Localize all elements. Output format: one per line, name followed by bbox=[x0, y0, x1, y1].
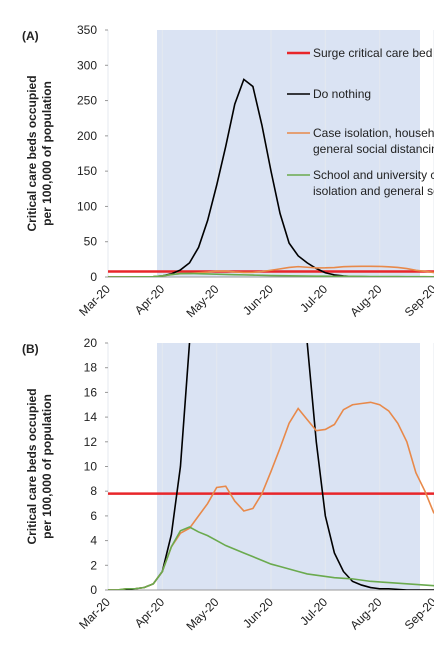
x-tick-label: May-20 bbox=[183, 282, 221, 320]
shaded-period bbox=[157, 30, 420, 277]
x-tick-label: Apr-20 bbox=[132, 595, 168, 631]
x-tick-label: Jun-20 bbox=[240, 595, 276, 631]
y-tick-label: 100 bbox=[77, 199, 97, 213]
y-tick-label: 8 bbox=[90, 484, 97, 498]
y-tick-label: 18 bbox=[84, 361, 98, 375]
y-tick-label: 2 bbox=[90, 558, 97, 572]
y-axis-label: Critical care beds occupied bbox=[25, 388, 39, 544]
y-tick-label: 20 bbox=[84, 336, 98, 350]
y-axis-label: per 100,000 of population bbox=[40, 81, 54, 226]
x-tick-label: Sep-20 bbox=[402, 595, 434, 632]
y-tick-label: 12 bbox=[84, 435, 98, 449]
panel-label: (B) bbox=[22, 342, 39, 356]
panel-label: (A) bbox=[22, 29, 39, 43]
y-tick-label: 350 bbox=[77, 23, 97, 37]
series-line bbox=[108, 526, 434, 590]
y-tick-label: 250 bbox=[77, 94, 97, 108]
legend-label: School and university cl isolation and ge… bbox=[313, 168, 434, 198]
y-tick-label: 300 bbox=[77, 58, 97, 72]
series-line bbox=[108, 272, 434, 277]
legend-label: Do nothing bbox=[313, 87, 371, 101]
x-tick-label: May-20 bbox=[183, 595, 221, 633]
legend-line: general social distancin bbox=[313, 142, 434, 156]
y-tick-label: 0 bbox=[90, 270, 97, 284]
y-tick-label: 10 bbox=[84, 460, 98, 474]
x-tick-label: Sep-20 bbox=[402, 282, 434, 319]
y-tick-label: 50 bbox=[84, 235, 98, 249]
y-tick-label: 4 bbox=[90, 534, 97, 548]
x-tick-label: Jul-20 bbox=[297, 595, 330, 628]
x-tick-label: Aug-20 bbox=[347, 595, 384, 632]
x-tick-label: Mar-20 bbox=[76, 282, 113, 319]
x-tick-label: Apr-20 bbox=[132, 282, 168, 318]
legend-line: Do nothing bbox=[313, 87, 371, 101]
x-tick-label: Jul-20 bbox=[297, 282, 330, 315]
legend-label: Case isolation, househo general social di… bbox=[313, 126, 434, 156]
y-tick-label: 14 bbox=[84, 410, 98, 424]
legend-label: Surge critical care bed c bbox=[313, 46, 434, 60]
legend-line: School and university cl bbox=[313, 168, 434, 182]
y-tick-label: 16 bbox=[84, 385, 98, 399]
legend-line: Case isolation, househo bbox=[313, 126, 434, 140]
y-tick-label: 200 bbox=[77, 129, 97, 143]
y-tick-label: 0 bbox=[90, 583, 97, 597]
y-tick-label: 6 bbox=[90, 509, 97, 523]
x-tick-label: Aug-20 bbox=[347, 282, 384, 319]
y-tick-label: 150 bbox=[77, 164, 97, 178]
y-axis-label: per 100,000 of population bbox=[40, 394, 54, 539]
x-tick-label: Mar-20 bbox=[76, 595, 113, 632]
legend-line: Surge critical care bed c bbox=[313, 46, 434, 60]
y-axis-label: Critical care beds occupied bbox=[25, 75, 39, 231]
legend-line: isolation and general so bbox=[313, 184, 434, 198]
shaded-period bbox=[157, 343, 420, 590]
x-tick-label: Jun-20 bbox=[240, 282, 276, 318]
